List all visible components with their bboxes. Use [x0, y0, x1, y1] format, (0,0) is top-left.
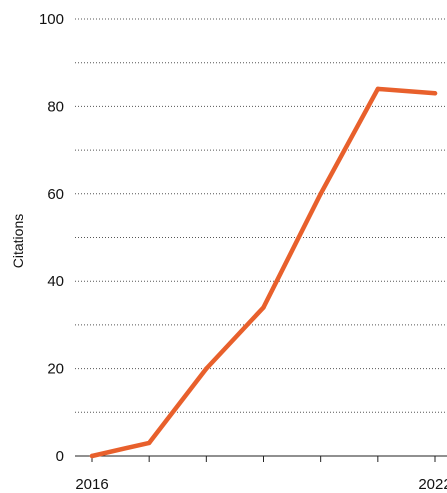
x-tick-labels: 2016 2022: [75, 476, 447, 493]
series-layer: [89, 86, 438, 459]
data-point: [204, 366, 209, 371]
y-tick-label: 20: [47, 361, 64, 378]
data-point: [375, 86, 381, 92]
series-line: [89, 86, 438, 459]
y-tick-label: 100: [39, 11, 64, 28]
x-tick-label: 2022: [418, 476, 447, 493]
y-axis-title: Citations: [10, 214, 26, 268]
data-point: [261, 305, 266, 310]
y-tick-label: 60: [47, 186, 64, 203]
x-axis: [75, 455, 447, 462]
data-point: [432, 91, 438, 96]
y-tick-label: 0: [56, 448, 64, 465]
y-tick-labels: 0 20 40 60 80 100: [39, 11, 64, 465]
data-point: [318, 191, 323, 196]
y-tick-label: 40: [47, 273, 64, 290]
data-point: [89, 453, 95, 459]
x-tick-label: 2016: [75, 476, 108, 493]
y-tick-label: 80: [47, 98, 64, 115]
gridlines: [75, 18, 447, 413]
data-point: [146, 440, 152, 446]
